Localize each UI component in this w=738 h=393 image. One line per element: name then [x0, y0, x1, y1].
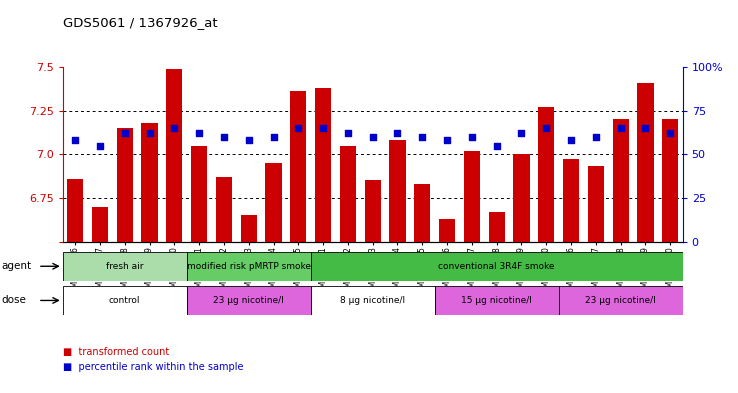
Point — [615, 125, 627, 131]
Bar — [365, 180, 381, 393]
Text: conventional 3R4F smoke: conventional 3R4F smoke — [438, 262, 555, 271]
Bar — [266, 163, 282, 393]
Bar — [463, 151, 480, 393]
Point — [292, 125, 304, 131]
Text: control: control — [109, 296, 140, 305]
Bar — [67, 179, 83, 393]
Bar — [514, 154, 530, 393]
Bar — [63, 286, 187, 315]
Text: 23 μg nicotine/l: 23 μg nicotine/l — [585, 296, 656, 305]
Bar — [241, 215, 257, 393]
Point — [367, 134, 379, 140]
Point — [640, 125, 652, 131]
Bar — [187, 252, 311, 281]
Point — [466, 134, 477, 140]
Point — [317, 125, 329, 131]
Bar — [587, 167, 604, 393]
Text: 15 μg nicotine/l: 15 μg nicotine/l — [461, 296, 532, 305]
Point — [243, 137, 255, 143]
Point — [342, 130, 354, 136]
Point — [664, 130, 676, 136]
Point — [540, 125, 552, 131]
Bar — [290, 91, 306, 393]
Point — [168, 125, 180, 131]
Bar — [638, 83, 654, 393]
Point — [590, 134, 601, 140]
Text: ■  transformed count: ■ transformed count — [63, 347, 169, 357]
Bar — [439, 219, 455, 393]
Bar — [563, 160, 579, 393]
Point — [441, 137, 453, 143]
Bar — [315, 88, 331, 393]
Text: dose: dose — [1, 296, 27, 305]
Point — [193, 130, 205, 136]
Bar — [662, 119, 678, 393]
Bar — [142, 123, 158, 393]
Bar — [117, 128, 133, 393]
Bar — [63, 252, 187, 281]
Point — [416, 134, 428, 140]
Point — [218, 134, 230, 140]
Point — [94, 142, 106, 149]
Point — [516, 130, 528, 136]
Point — [392, 130, 404, 136]
Bar — [538, 107, 554, 393]
Bar — [166, 68, 182, 393]
Text: ■  percentile rank within the sample: ■ percentile rank within the sample — [63, 362, 244, 373]
Text: 23 μg nicotine/l: 23 μg nicotine/l — [213, 296, 284, 305]
Bar — [414, 184, 430, 393]
Text: 8 μg nicotine/l: 8 μg nicotine/l — [340, 296, 405, 305]
Point — [491, 142, 503, 149]
Text: GDS5061 / 1367926_at: GDS5061 / 1367926_at — [63, 16, 218, 29]
Bar — [339, 145, 356, 393]
Point — [268, 134, 280, 140]
Bar — [92, 207, 108, 393]
Bar — [311, 252, 683, 281]
Bar — [187, 286, 311, 315]
Point — [144, 130, 156, 136]
Text: fresh air: fresh air — [106, 262, 143, 271]
Bar — [191, 145, 207, 393]
Text: modified risk pMRTP smoke: modified risk pMRTP smoke — [187, 262, 311, 271]
Bar — [215, 177, 232, 393]
Text: agent: agent — [1, 261, 32, 271]
Bar — [435, 286, 559, 315]
Bar — [311, 286, 435, 315]
Point — [69, 137, 81, 143]
Point — [119, 130, 131, 136]
Bar — [613, 119, 629, 393]
Point — [565, 137, 577, 143]
Bar — [489, 212, 505, 393]
Bar — [559, 286, 683, 315]
Bar — [390, 140, 406, 393]
